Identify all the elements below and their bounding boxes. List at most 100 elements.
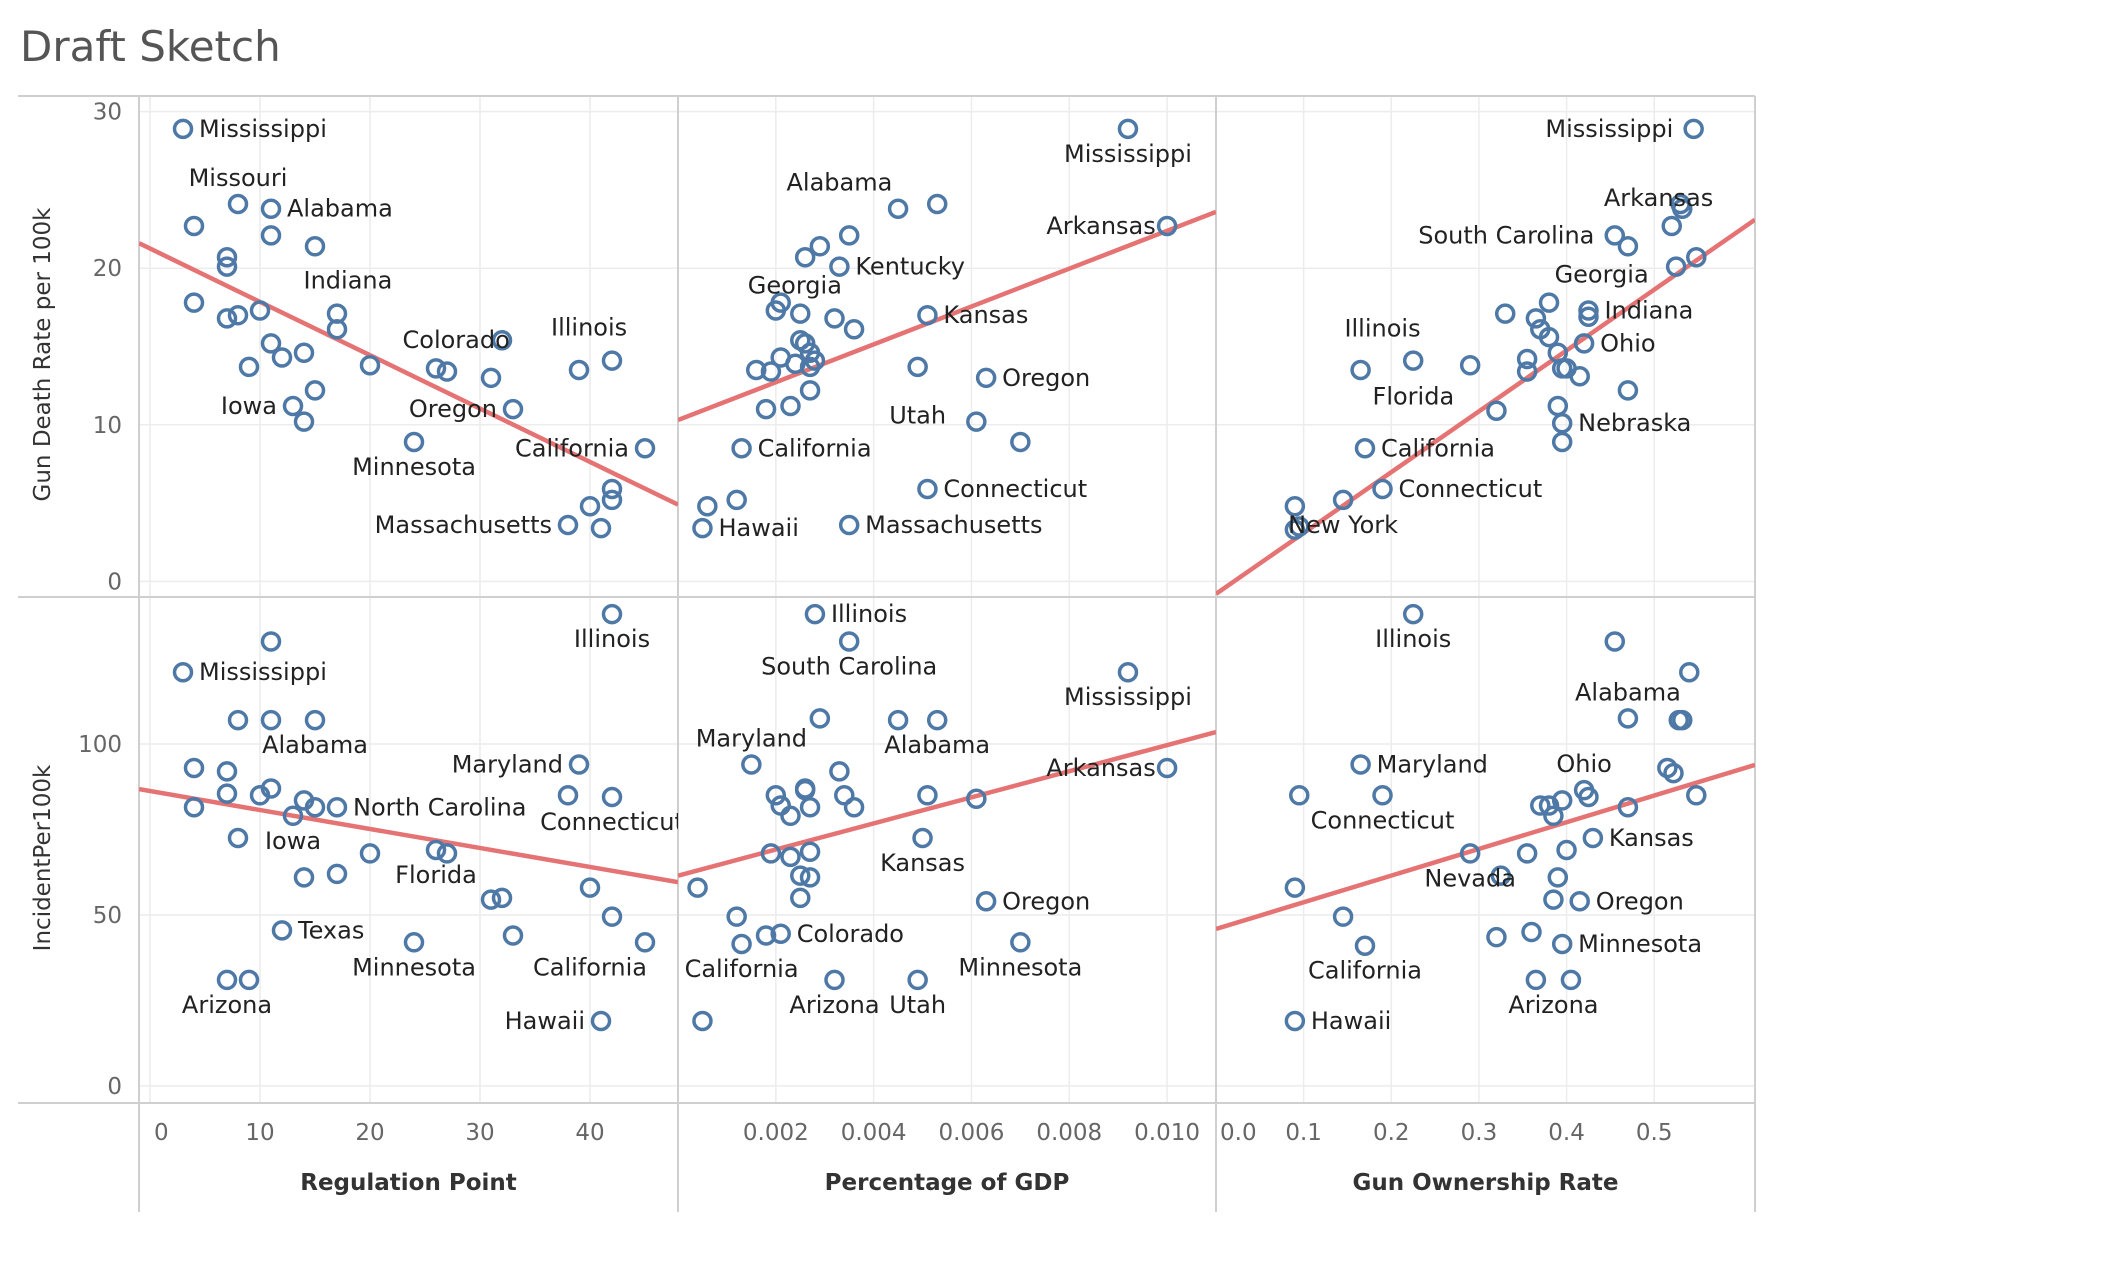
page-title: Draft Sketch [20,22,281,71]
data-point [843,797,865,818]
data-point [1354,935,1376,956]
data-point [966,411,987,432]
data-point [760,843,782,864]
data-point [1604,631,1626,652]
data-point [579,877,601,898]
data-point [692,517,713,539]
point-label: Hawaii [1311,1007,1391,1035]
data-point [1551,358,1573,379]
data-point [746,359,767,381]
point-label: Connecticut [943,475,1087,503]
x-tick-label: 0.2 [1373,1120,1410,1146]
data-point [780,395,801,417]
panel-r0-c0: Mississippi Missouri Alabama Indiana Colorad… [139,115,678,539]
data-point [425,358,447,379]
panel-r1-c0: Mississippi Illinois Alabama Maryland North … [139,603,684,1035]
data-point [1516,843,1538,864]
data-point [238,356,260,378]
data-point [760,361,782,382]
data-point [780,805,801,827]
data-point [216,247,238,268]
data-point [271,347,293,368]
data-point [726,489,747,511]
data-point [282,395,304,417]
data-point [829,761,850,782]
point-label: Connecticut [1311,806,1455,834]
data-point [1284,877,1306,898]
x-tick-label: 0.008 [1036,1120,1102,1146]
data-point [1525,308,1547,329]
data-point [1617,380,1639,401]
y-tick-label: 50 [93,903,122,929]
data-point [601,478,623,500]
point-label: Alabama [786,169,892,197]
data-point [1578,300,1599,321]
data-point [568,754,590,775]
point-label: Alabama [1575,678,1681,706]
point-label: Hawaii [505,1007,585,1035]
x-tick-label: 0.006 [939,1120,1005,1146]
data-point [293,411,315,432]
point-label: Utah [889,401,946,429]
data-point [601,489,623,511]
data-point [799,356,821,378]
point-label: Minnesota [352,953,476,981]
point-label: Oregon [409,395,497,423]
data-point [183,757,205,779]
data-point [293,342,315,364]
data-point [809,708,831,729]
point-label: Connecticut [540,808,684,836]
x-axis-title: Gun Ownership Rate [1353,1170,1619,1196]
data-point [601,906,623,927]
point-label: South Carolina [1418,221,1594,249]
x-tick-label: 20 [355,1120,384,1146]
data-point [227,827,249,849]
point-label: Oregon [1002,364,1090,392]
data-point [731,438,752,459]
data-point [1516,361,1538,382]
data-point [1604,225,1626,246]
data-point [966,788,987,809]
data-point [1494,303,1516,324]
data-point [1354,438,1376,459]
data-point [731,933,752,955]
data-point [1661,215,1682,237]
point-label: Georgia [748,271,842,299]
data-point [480,889,502,910]
data-point [1578,306,1599,328]
data-point [975,891,997,912]
data-point [502,398,524,420]
point-label: Alabama [884,731,990,759]
data-point [1156,215,1178,237]
point-label: California [533,953,647,981]
data-point [1332,489,1354,511]
data-point [491,887,513,909]
y-tick-label: 0 [107,1074,122,1100]
data-point [183,292,205,313]
point-label: Illinois [831,600,907,628]
data-point [917,304,938,326]
data-point [1538,795,1560,816]
point-label: Missouri [189,164,288,192]
data-point [1538,326,1560,348]
data-point [282,805,304,827]
data-point [824,308,845,329]
point-label: Arkansas [1046,212,1155,240]
data-point [1402,350,1424,371]
point-label: Kansas [943,301,1028,329]
data-point [172,661,194,683]
data-point [359,843,381,864]
data-point [843,319,865,340]
data-point [1490,865,1512,886]
y-tick-label: 30 [93,100,122,126]
data-point [838,514,860,536]
panel-r0-c1: Mississippi Alabama Arkansas Kentucky Georgi… [678,118,1216,542]
data-point [1686,247,1707,268]
y-tick-label: 10 [93,413,122,439]
data-point [590,517,612,539]
data-point [907,969,928,991]
data-point [304,797,326,818]
data-point [917,478,938,500]
point-label: Iowa [265,827,321,855]
